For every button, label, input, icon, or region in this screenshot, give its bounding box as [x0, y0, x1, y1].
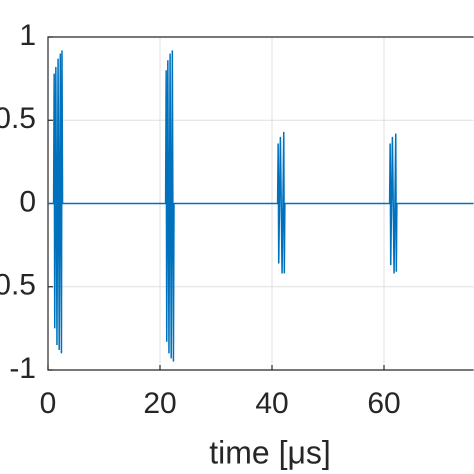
y-tick-label: 0 [19, 185, 36, 218]
y-tick-label: -0.5 [0, 269, 36, 302]
x-tick-label: 60 [367, 387, 400, 420]
signal-line [48, 50, 474, 362]
x-tick-label: 0 [40, 387, 57, 420]
x-axis-label: time [μs] [209, 434, 331, 470]
y-tick-label: 0.5 [0, 102, 36, 135]
y-tick-label: -1 [9, 352, 36, 385]
x-tick-label: 20 [143, 387, 176, 420]
y-tick-label: 1 [19, 19, 36, 52]
x-tick-label: 40 [255, 387, 288, 420]
